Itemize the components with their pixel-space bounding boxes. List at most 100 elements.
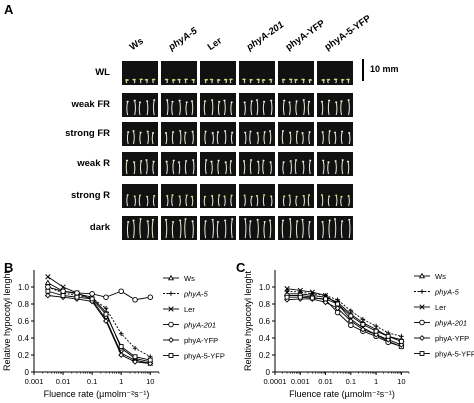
seedling-photo	[122, 184, 158, 208]
column-header: phyA-5	[166, 25, 200, 53]
marker-square	[373, 328, 379, 334]
seedling-photo	[161, 152, 197, 176]
legend-label: phyA-YFP	[184, 336, 218, 345]
seedling-photo	[122, 93, 158, 117]
marker-square	[45, 288, 51, 294]
seedling-photo	[239, 93, 275, 117]
marker-circle	[74, 290, 80, 296]
marker-diamond	[359, 326, 366, 333]
marker-diamond	[334, 305, 341, 312]
seedling-photo	[317, 184, 353, 208]
panel-a-letter: A	[4, 2, 14, 17]
legend-label: phyA-5-YFP	[435, 350, 474, 359]
x-tick-label: 1	[119, 377, 123, 386]
marker-square	[118, 344, 124, 349]
row-label: weak FR	[71, 99, 110, 110]
marker-square	[335, 301, 341, 307]
x-tick-label: 0.001	[291, 377, 310, 386]
series-line	[287, 288, 402, 347]
seedling-photo	[317, 93, 353, 117]
marker-circle	[168, 321, 174, 328]
y-tick-label: 1.0	[259, 283, 271, 292]
marker-square	[385, 333, 391, 339]
y-tick-label: 0.6	[259, 317, 271, 326]
marker-square	[323, 296, 328, 302]
marker-x	[309, 289, 315, 295]
seedling-photo	[200, 122, 236, 146]
seedling-photo	[161, 122, 197, 146]
seedling-photo	[239, 152, 275, 176]
x-tick-label: 0.1	[87, 377, 97, 386]
seedling-photo	[317, 152, 353, 176]
marker-diamond	[419, 335, 425, 341]
seedling-photo	[161, 93, 197, 117]
y-axis-label: Relative hypocotyl lenght	[243, 270, 253, 371]
marker-x	[284, 286, 290, 292]
marker-square	[297, 294, 303, 300]
seedling-photo	[278, 122, 314, 146]
seedling-photo	[200, 93, 236, 117]
marker-diamond	[347, 318, 354, 324]
marker-triangle	[418, 272, 426, 279]
column-header: phyA-201	[244, 19, 287, 53]
marker-circle	[419, 319, 425, 326]
row-label: dark	[89, 222, 110, 233]
column-header: phyA-YFP	[283, 17, 328, 53]
marker-x	[297, 287, 303, 294]
marker-diamond	[103, 318, 109, 324]
marker-square	[132, 354, 138, 360]
y-tick-label: 0.2	[259, 351, 271, 360]
marker-square	[398, 338, 404, 344]
series-line	[287, 298, 402, 346]
series-line	[287, 290, 402, 337]
marker-square	[348, 313, 354, 319]
seedling-photo	[278, 184, 314, 208]
x-tick-label: 1	[374, 377, 378, 386]
marker-circle	[147, 294, 154, 300]
marker-square	[60, 293, 66, 298]
seedling-photo	[161, 184, 197, 208]
marker-diamond	[168, 337, 174, 343]
legend-label: phyA-5	[183, 290, 209, 299]
marker-x	[45, 274, 51, 280]
series-line	[287, 295, 402, 347]
marker-diamond	[132, 358, 138, 365]
column-header: phyA-5-YFP	[322, 13, 374, 54]
seedling-photo	[200, 152, 236, 176]
seedling-photo	[200, 184, 236, 208]
seedling-photo	[278, 61, 314, 85]
legend-label: phyA-YFP	[435, 334, 469, 343]
seedling-photo	[317, 61, 353, 85]
legend-label: Ws	[435, 272, 446, 281]
y-tick-label: 0.6	[18, 317, 30, 326]
marker-x	[419, 304, 425, 310]
legend-label: phyA-5-YFP	[184, 352, 225, 361]
x-tick-label: 0.0001	[264, 377, 287, 386]
marker-circle	[45, 284, 51, 290]
y-tick-label: 1.0	[18, 283, 30, 292]
series-line	[47, 295, 151, 364]
chart-b: 0 0.2 0.4 0.6 0.8 1.0 0.001 0.01 0.1 1 10 Fluence r…	[2, 270, 225, 399]
series-line	[287, 296, 402, 342]
seedling-photo	[278, 93, 314, 117]
y-tick-label: 0	[266, 368, 271, 377]
y-axis-label: Relative hypocotyl lenght	[2, 270, 12, 371]
panel-b-letter: B	[4, 260, 14, 275]
marker-square	[284, 294, 290, 300]
y-tick-label: 0	[25, 368, 30, 377]
row-label: WL	[95, 67, 110, 78]
x-tick-label: 10	[397, 377, 405, 386]
legend-label: Ws	[184, 274, 195, 283]
marker-circle	[118, 288, 124, 295]
seedling-photo	[122, 152, 158, 176]
legend-label: Ler	[184, 305, 195, 314]
seedling-photo	[200, 61, 236, 85]
scale-bar	[362, 59, 364, 81]
seedling-photo	[278, 152, 314, 176]
x-tick-label: 0.1	[346, 377, 356, 386]
legend-label: phyA-5	[434, 288, 460, 297]
seedling-photo	[122, 216, 158, 240]
marker-circle	[132, 297, 138, 303]
column-header: Ler	[205, 35, 225, 53]
marker-x	[60, 284, 66, 290]
